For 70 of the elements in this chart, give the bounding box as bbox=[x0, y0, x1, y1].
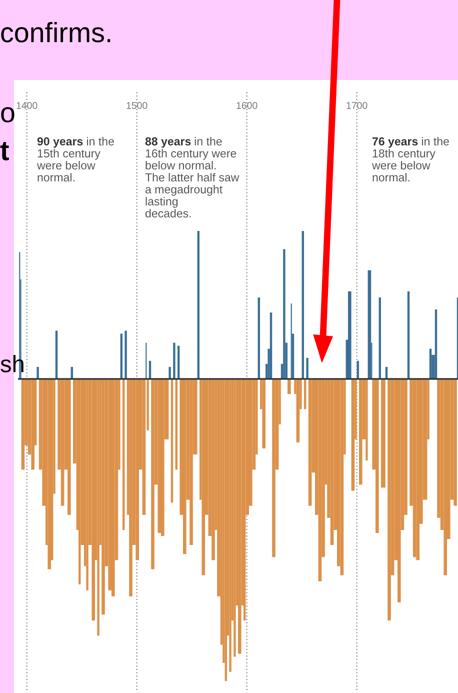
bar bbox=[21, 378, 25, 470]
text: 88 years in the 16th century were below normal. The latter half saw a megadrought lasting decades. bbox=[145, 137, 240, 218]
bar bbox=[97, 378, 100, 636]
bar bbox=[142, 378, 146, 515]
bar bbox=[376, 378, 379, 533]
bar bbox=[136, 378, 139, 560]
bar bbox=[348, 291, 352, 379]
bar bbox=[158, 378, 161, 533]
bar bbox=[129, 378, 132, 596]
bar bbox=[283, 249, 286, 379]
bar bbox=[161, 378, 164, 536]
bar bbox=[454, 378, 457, 506]
bar bbox=[197, 231, 200, 379]
bar bbox=[78, 378, 81, 584]
bar bbox=[202, 378, 205, 576]
bar bbox=[398, 378, 401, 602]
bar bbox=[388, 378, 391, 621]
bar bbox=[378, 297, 381, 379]
bar bbox=[262, 378, 266, 448]
bar bbox=[351, 378, 355, 491]
bar bbox=[183, 378, 186, 554]
bar bbox=[366, 378, 368, 461]
text: 90 years in the 15th century were below normal. bbox=[36, 137, 114, 182]
bar bbox=[296, 378, 300, 442]
bar bbox=[36, 366, 39, 379]
bar bbox=[330, 378, 334, 546]
bar bbox=[102, 378, 105, 615]
bar bbox=[318, 378, 322, 582]
bar bbox=[434, 310, 438, 379]
text: t bbox=[0, 142, 9, 160]
bar bbox=[444, 378, 447, 576]
bar bbox=[288, 378, 291, 394]
x-tick-label: 1600 bbox=[236, 102, 258, 109]
text: 76 years in the 18th century were below normal. bbox=[372, 137, 449, 182]
bar bbox=[359, 378, 362, 485]
bar bbox=[270, 312, 272, 379]
bar bbox=[306, 358, 308, 379]
bar bbox=[302, 231, 304, 379]
bar bbox=[381, 378, 386, 488]
bar bbox=[168, 366, 171, 379]
bar bbox=[124, 330, 127, 379]
bar bbox=[238, 378, 242, 654]
bar bbox=[272, 378, 276, 558]
bar bbox=[412, 378, 416, 558]
bar bbox=[175, 378, 178, 470]
bar bbox=[48, 378, 51, 570]
text: o bbox=[1, 107, 14, 122]
x-tick-label: 1400 bbox=[16, 102, 38, 109]
bar bbox=[60, 378, 64, 506]
bar bbox=[86, 378, 88, 590]
bar bbox=[68, 378, 71, 515]
bar bbox=[92, 378, 95, 621]
bar bbox=[173, 342, 176, 379]
bar bbox=[234, 378, 236, 657]
text: confirms. bbox=[1, 22, 110, 42]
bar bbox=[368, 270, 372, 379]
x-tick-label: 1700 bbox=[346, 102, 368, 109]
bar bbox=[308, 378, 312, 506]
bar bbox=[340, 378, 344, 576]
bar bbox=[112, 378, 115, 596]
bar bbox=[151, 378, 154, 570]
bar bbox=[170, 378, 174, 503]
bar bbox=[31, 378, 34, 470]
x-tick-label: 1500 bbox=[126, 102, 148, 109]
bar bbox=[229, 378, 232, 672]
bar bbox=[258, 297, 260, 379]
bar bbox=[416, 378, 420, 560]
bar bbox=[122, 378, 125, 530]
bar bbox=[407, 291, 410, 379]
bar bbox=[244, 378, 246, 621]
